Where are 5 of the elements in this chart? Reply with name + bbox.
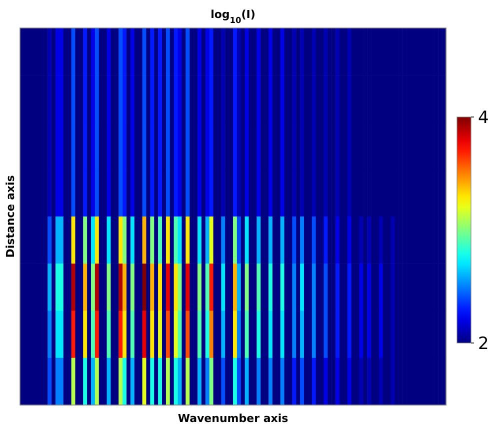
y-axis-title: Distance axis <box>4 174 17 258</box>
x-axis-title: Wavenumber axis <box>178 412 289 425</box>
color-bar-label: 4 <box>478 108 489 128</box>
chart-title: log$_{10}$(I) <box>210 8 256 25</box>
color-bar-label: 2 <box>478 334 489 354</box>
